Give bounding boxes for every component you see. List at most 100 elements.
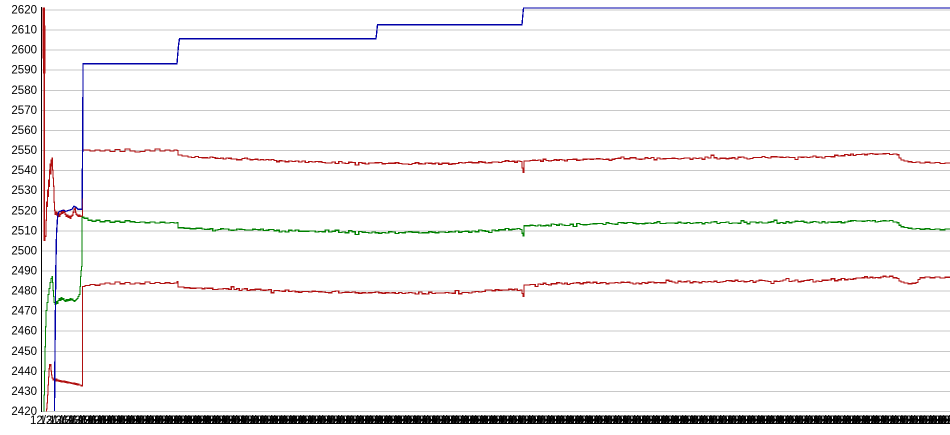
x-tick-label: 12/31/69 19:00:00 [183,415,276,427]
x-tick-label: 12/31/69 19:00:00 [861,415,950,427]
x-tick-label: 12/31/69 19:00:00 [613,415,706,427]
x-tick-label: 12/31/69 19:00:00 [832,415,925,427]
y-tick-label: 2450 [11,346,37,358]
x-tick-label: 12/31/69 19:00:00 [106,415,199,427]
y-tick-label: 2490 [11,265,37,277]
x-tick-label: 12/31/69 19:00:00 [269,415,362,427]
y-tick-label: 2420 [11,406,37,418]
y-tick-label: 2610 [11,25,37,37]
x-tick-label: 12/31/69 19:00:00 [937,415,950,427]
x-tick-label: 12/31/69 19:00:00 [756,415,849,427]
x-tick-label: 12/31/69 19:00:00 [479,415,572,427]
x-tick-label: 12/31/69 19:00:00 [622,415,715,427]
x-tick-label: 12/31/69 19:00:00 [737,415,830,427]
x-tick-label: 12/31/69 19:00:00 [154,415,247,427]
x-tick-label: 12/31/69 19:00:00 [641,415,734,427]
x-tick-label: 12/31/69 19:00:00 [909,415,950,427]
x-tick-label: 12/31/69 19:00:00 [59,415,152,427]
y-tick-label: 2550 [11,145,37,157]
x-tick-label: 12/31/69 19:00:00 [30,415,123,427]
x-tick-label: 12/31/69 19:00:00 [679,415,772,427]
x-tick-label: 12/31/69 19:00:00 [498,415,591,427]
x-tick-label: 12/31/69 19:00:00 [670,415,763,427]
x-tick-label: 12/31/69 19:00:00 [546,415,639,427]
y-tick-label: 2530 [11,185,37,197]
x-tick-label: 12/31/69 19:00:00 [212,415,305,427]
x-tick-label: 12/31/69 19:00:00 [823,415,916,427]
x-tick-label: 12/31/69 19:00:00 [317,415,410,427]
series-green [43,216,950,412]
x-tick-label: 12/31/69 19:00:00 [221,415,314,427]
y-tick-label: 2580 [11,85,37,97]
x-tick-label: 12/31/69 19:00:00 [278,415,371,427]
y-tick-label: 2470 [11,306,37,318]
x-tick-label: 12/31/69 19:00:00 [336,415,429,427]
y-tick-label: 2480 [11,286,37,298]
x-tick-label: 12/31/69 19:00:00 [383,415,476,427]
x-tick-label: 12/31/69 19:00:00 [804,415,897,427]
series-lower-red [45,275,950,412]
y-tick-label: 2510 [11,225,37,237]
y-tick-label: 2600 [11,45,37,57]
x-tick-label: 12/31/69 19:00:00 [326,415,419,427]
x-tick-label: 12/31/69 19:00:00 [870,415,950,427]
x-tick-label: 12/31/69 19:00:00 [574,415,667,427]
y-tick-label: 2440 [11,366,37,378]
y-tick-label: 2560 [11,125,37,137]
y-tick-label: 2570 [11,105,37,117]
x-tick-label: 12/31/69 19:00:00 [202,415,295,427]
x-tick-label: 12/31/69 19:00:00 [403,415,496,427]
x-tick-label: 12/31/69 19:00:00 [517,415,610,427]
x-tick-label: 12/31/69 19:00:00 [364,415,457,427]
x-tick-label: 12/31/69 19:00:00 [345,415,438,427]
x-tick-label: 12/31/69 19:00:00 [135,415,228,427]
y-tick-label: 2460 [11,326,37,338]
x-tick-label: 12/31/69 19:00:00 [851,415,944,427]
x-tick-label: 12/31/69 19:00:00 [651,415,744,427]
x-tick-label: 12/31/69 19:00:00 [173,415,266,427]
x-tick-label: 12/31/69 19:00:00 [555,415,648,427]
x-tick-label: 12/31/69 19:00:00 [240,415,333,427]
x-tick-label: 12/31/69 19:00:00 [603,415,696,427]
x-tick-label: 12/31/69 19:00:00 [508,415,601,427]
x-tick-label: 12/31/69 19:00:00 [536,415,629,427]
x-tick-label: 12/31/69 19:00:00 [412,415,505,427]
x-tick-label: 12/31/69 19:00:00 [250,415,343,427]
x-tick-label: 12/31/69 19:00:00 [469,415,562,427]
x-tick-label: 12/31/69 19:00:00 [78,415,171,427]
x-tick-label: 12/31/69 19:00:00 [374,415,467,427]
y-axis-labels: 2620 2610 2600 2590 2580 2570 2560 2550 2540 2530… [11,5,37,419]
y-tick-label: 2430 [11,386,37,398]
x-tick-label: 12/31/69 19:00:00 [441,415,534,427]
x-tick-label: 12/31/69 19:00:00 [699,415,792,427]
x-tick-label: 12/31/69 19:00:00 [68,415,161,427]
x-tick-label: 12/31/69 19:00:00 [708,415,801,427]
x-tick-label: 12/31/69 19:00:00 [890,415,950,427]
x-tick-label: 12/31/69 19:00:00 [297,415,390,427]
x-tick-label: 12/31/69 19:00:00 [259,415,352,427]
x-tick-label: 12/31/69 19:00:00 [660,415,753,427]
x-tick-label: 12/31/69 19:00:00 [307,415,400,427]
x-tick-label: 12/31/69 19:00:00 [49,415,142,427]
series-upper-red [43,73,950,241]
x-tick-label: 12/31/69 19:00:00 [431,415,524,427]
x-tick-label: 12/31/69 19:00:00 [164,415,257,427]
x-tick-label: 12/31/69 19:00:00 [785,415,878,427]
x-tick-label: 12/31/69 19:00:00 [842,415,935,427]
x-tick-label: 12/31/69 19:00:00 [765,415,858,427]
x-tick-label: 12/31/69 19:00:00 [632,415,725,427]
x-tick-label: 12/31/69 19:00:00 [393,415,486,427]
y-tick-label: 2620 [11,5,37,17]
series-blue-step [53,7,950,412]
x-tick-label: 12/31/69 19:00:00 [422,415,515,427]
x-tick-label: 12/31/69 19:00:00 [450,415,543,427]
x-tick-label: 12/31/69 19:00:00 [584,415,677,427]
x-tick-label: 12/31/69 19:00:00 [727,415,820,427]
x-tick-label: 12/31/69 19:00:00 [116,415,209,427]
x-tick-label: 12/31/69 19:00:00 [565,415,658,427]
gridlines [41,9,950,412]
y-tick-label: 2500 [11,245,37,257]
x-tick-label: 12/31/69 19:00:00 [145,415,238,427]
